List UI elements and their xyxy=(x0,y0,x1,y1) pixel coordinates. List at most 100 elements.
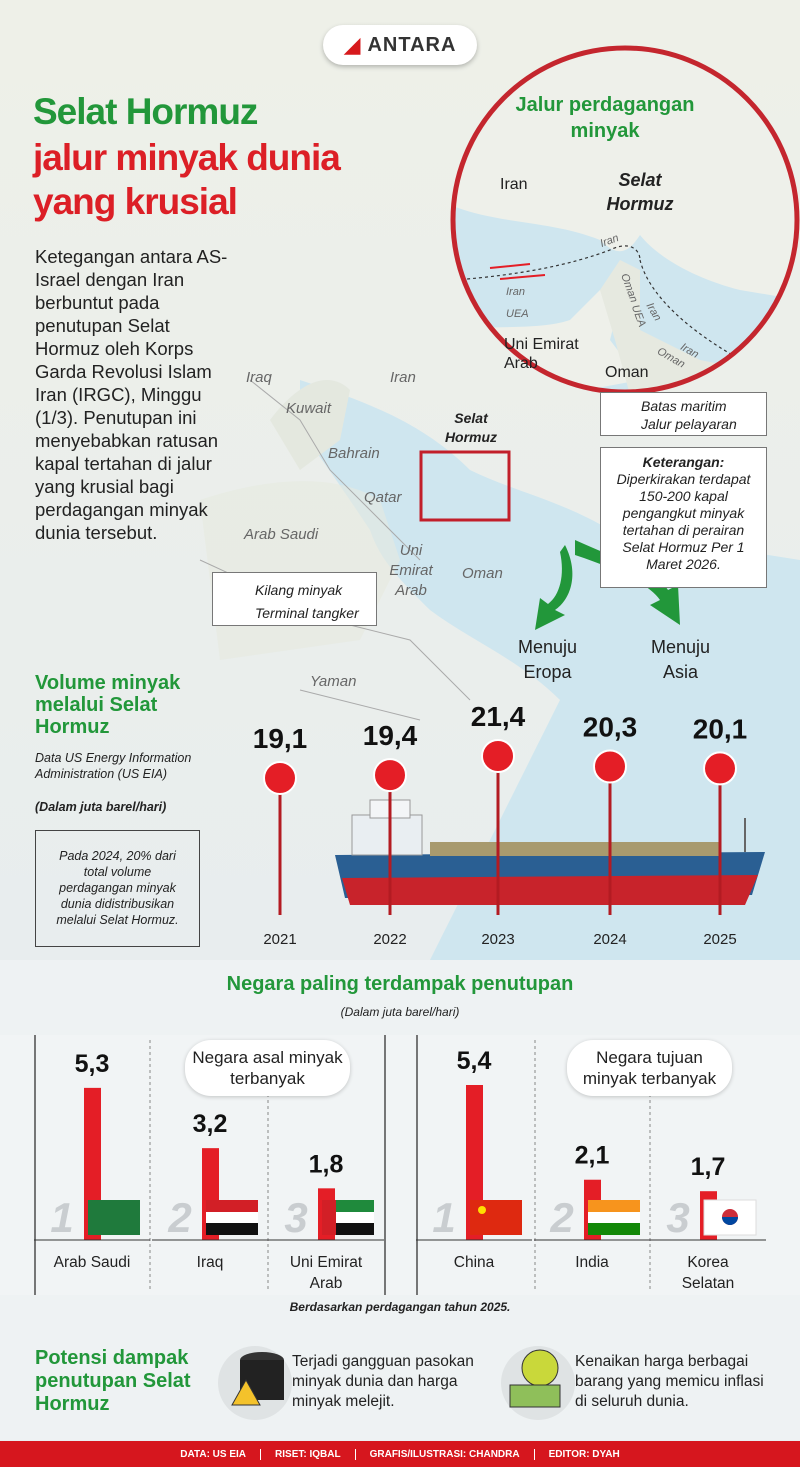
strait-label: Selat Hormuz xyxy=(444,410,498,445)
flag xyxy=(588,1223,640,1235)
section-title: Potensi dampak penutupan Selat Hormuz xyxy=(35,1347,191,1415)
rank: 1 xyxy=(432,1194,455,1241)
title-line: yang krusial xyxy=(33,181,238,222)
group-label: Negara tujuan minyak terbanyak xyxy=(567,1040,732,1096)
map-label: Iraq xyxy=(246,369,272,386)
year-label: 2024 xyxy=(593,931,626,948)
circle-strait: Selat Hormuz xyxy=(606,170,674,214)
rank: 3 xyxy=(284,1194,307,1241)
map-label: Uni Emirat Arab xyxy=(389,542,433,599)
section-title: Volume minyak melalui Selat Hormuz xyxy=(35,672,181,738)
flag xyxy=(206,1212,258,1223)
category-label: Korea Selatan xyxy=(682,1254,735,1292)
year-label: 2025 xyxy=(703,931,736,948)
map-label: Iran xyxy=(390,369,416,386)
pin-head xyxy=(373,758,407,793)
year-label: 2023 xyxy=(481,931,514,948)
credit: DATA: US EIA xyxy=(180,1448,247,1460)
map-label: Kuwait xyxy=(286,400,332,417)
section-title: Negara paling terdampak penutupan xyxy=(226,973,574,995)
flag xyxy=(722,1217,738,1225)
category-label: Iraq xyxy=(197,1254,224,1271)
flag xyxy=(88,1200,140,1235)
note-text: Diperkirakan terdapat 150-200 kapal peng… xyxy=(616,471,751,572)
year-label: 2022 xyxy=(373,931,406,948)
category-label: Arab Saudi xyxy=(54,1254,131,1271)
map-label: Oman xyxy=(462,565,503,582)
value-label: 2,1 xyxy=(575,1142,610,1170)
title-line: jalur minyak dunia xyxy=(33,137,341,178)
rank: 3 xyxy=(666,1194,689,1241)
legend-item: Batas maritim xyxy=(641,398,727,414)
value-label: 20,1 xyxy=(693,713,748,744)
credit: RISET: IQBAL xyxy=(260,1448,355,1460)
flag xyxy=(470,1200,522,1235)
source: Data US Energy Information Administratio… xyxy=(35,751,192,781)
map-label: Qatar xyxy=(364,489,402,506)
credit: EDITOR: DYAH xyxy=(533,1448,634,1460)
category-label: Uni Emirat Arab xyxy=(290,1254,363,1292)
flag xyxy=(478,1206,486,1214)
barrel-icon xyxy=(218,1346,292,1420)
year-label: 2021 xyxy=(263,931,296,948)
category-label: China xyxy=(454,1254,495,1271)
value-label: 5,4 xyxy=(457,1047,492,1075)
flag xyxy=(588,1200,640,1212)
subtitle: (Dalam juta barel/hari) xyxy=(340,1005,460,1019)
title-line: Selat Hormuz xyxy=(33,91,258,132)
line-legend: Batas maritim Jalur pelayaran xyxy=(600,392,767,436)
logo-text: ANTARA xyxy=(367,33,457,56)
circle-label: Uni Emirat Arab xyxy=(504,336,579,372)
impact-item: Kenaikan harga berbagai barang yang memi… xyxy=(575,1353,764,1410)
flag xyxy=(588,1212,640,1223)
pin-head xyxy=(263,761,297,795)
map-label: Arab Saudi xyxy=(244,526,319,543)
pin-head xyxy=(481,739,515,773)
value-label: 19,1 xyxy=(253,723,308,754)
legend-item: Jalur pelayaran xyxy=(641,416,737,432)
map-label: Bahrain xyxy=(328,445,380,462)
chart-note: Berdasarkan perdagangan tahun 2025. xyxy=(289,1300,511,1314)
footer: DATA: US EIA RISET: IQBAL GRAFIS/ILUSTRA… xyxy=(0,1441,800,1467)
unit: (Dalam juta barel/hari) xyxy=(35,800,167,814)
credit: GRAFIS/ILUSTRASI: CHANDRA xyxy=(354,1448,534,1460)
value-label: 3,2 xyxy=(193,1110,228,1138)
flag xyxy=(206,1200,258,1212)
arrow-label: Menuju Eropa xyxy=(517,637,578,682)
circle-label: Iran xyxy=(506,286,525,298)
circle-label: Oman xyxy=(605,364,649,381)
pin-head xyxy=(593,749,627,784)
intro-text: Ketegangan antara AS-Israel dengan Iran … xyxy=(35,246,228,543)
legend-item: Terminal tangker xyxy=(255,605,359,621)
circle-label: Iran xyxy=(500,176,528,193)
rank: 2 xyxy=(549,1194,573,1241)
value-label: 1,7 xyxy=(691,1153,726,1181)
pin-head xyxy=(703,751,737,786)
note-box: Pada 2024, 20% dari total volume perdaga… xyxy=(35,830,200,947)
value-label: 1,8 xyxy=(309,1150,344,1178)
rank: 2 xyxy=(167,1194,191,1241)
value-label: 5,3 xyxy=(75,1050,110,1078)
circle-title: Jalur perdagangan minyak xyxy=(515,94,695,142)
money-icon xyxy=(501,1346,575,1420)
value-label: 21,4 xyxy=(471,701,526,732)
note-title: Keterangan: xyxy=(642,454,725,470)
value-label: 20,3 xyxy=(583,712,638,743)
flag xyxy=(322,1212,374,1223)
map-label: Yaman xyxy=(310,673,357,690)
flag xyxy=(322,1200,336,1235)
logo: ◢ ANTARA xyxy=(323,25,477,65)
map-legend: Kilang minyak Terminal tangker xyxy=(212,572,377,626)
flag xyxy=(206,1223,258,1235)
rank: 1 xyxy=(50,1194,73,1241)
legend-item: Kilang minyak xyxy=(255,582,343,598)
arrow-label: Menuju Asia xyxy=(650,637,711,682)
ship xyxy=(335,799,765,905)
group-label: Negara asal minyak terbanyak xyxy=(185,1040,350,1096)
value-label: 19,4 xyxy=(363,720,418,751)
circle-label: UEA xyxy=(506,308,529,320)
category-label: India xyxy=(575,1254,609,1271)
impact-item: Terjadi gangguan pasokan minyak dunia da… xyxy=(292,1353,474,1410)
